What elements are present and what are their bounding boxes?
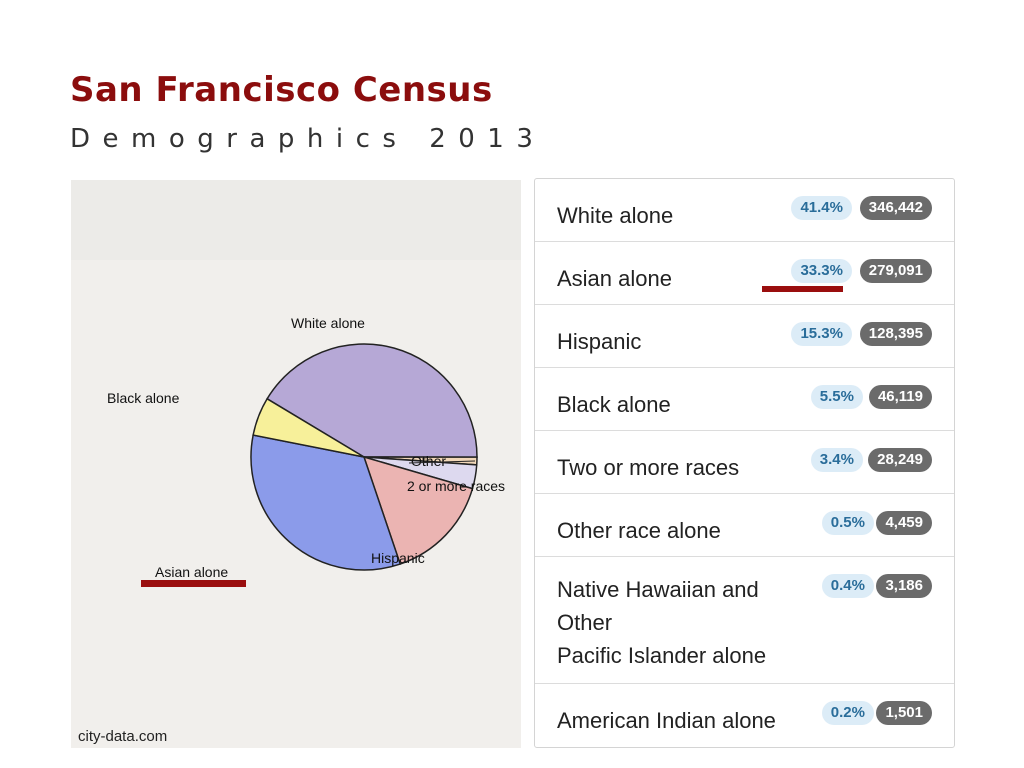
- percent-badge: 5.5%: [810, 385, 863, 409]
- count-badge: 4,459: [876, 511, 932, 535]
- pie-slice-hispanic: [362, 455, 474, 565]
- count-badge: 28,249: [868, 448, 932, 472]
- row-label: American Indian alone: [557, 708, 776, 733]
- page-title: San Francisco Census: [70, 70, 493, 110]
- table-row: Native Hawaiian and Other Pacific Island…: [535, 557, 954, 684]
- asian-alone-highlight-underline: [141, 580, 246, 587]
- percent-badge: 0.4%: [821, 574, 874, 598]
- pie-leader-line-other: [408, 460, 476, 464]
- row-label: White alone: [557, 203, 674, 228]
- percent-badge: 0.2%: [821, 701, 874, 725]
- table-row: Hispanic 15.3% 128,395: [535, 305, 954, 368]
- row-label: Black alone: [557, 392, 671, 417]
- row-label: Asian alone: [557, 266, 672, 291]
- pie-slice-black-alone: [252, 397, 365, 458]
- count-badge: 3,186: [876, 574, 932, 598]
- table-row: Asian alone 33.3% 279,091: [535, 242, 954, 305]
- pie-label-white-alone: White alone: [291, 315, 365, 331]
- pie-chart-panel: White alone Other 2 or more races Hispanic A…: [71, 180, 521, 748]
- row-label: Two or more races: [557, 455, 740, 480]
- count-badge: 128,395: [859, 322, 932, 346]
- percent-badge: 33.3%: [791, 259, 852, 283]
- table-row: American Indian alone 0.2% 1,501: [535, 684, 954, 747]
- percent-badge: 3.4%: [810, 448, 863, 472]
- pie-slice-asian-alone: [250, 434, 402, 571]
- row-label: Hispanic: [557, 329, 642, 354]
- pie-chart: White alone Other 2 or more races Hispanic A…: [107, 315, 505, 587]
- pie-label-other: Other: [411, 453, 446, 469]
- count-badge: 1,501: [876, 701, 932, 725]
- source-credit: city-data.com: [78, 728, 168, 745]
- asian-pct-highlight-underline: [762, 286, 843, 292]
- percent-badge: 41.4%: [791, 196, 852, 220]
- pie-label-2-or-more-races: 2 or more races: [407, 478, 505, 494]
- table-row: Two or more races 3.4% 28,249: [535, 431, 954, 494]
- pie-label-black-alone: Black alone: [107, 390, 180, 406]
- percent-badge: 0.5%: [821, 511, 874, 535]
- table-row: White alone 41.4% 346,442: [535, 179, 954, 242]
- count-badge: 346,442: [859, 196, 932, 220]
- row-label: Native Hawaiian and Other Pacific Island…: [557, 577, 767, 668]
- pie-slice-white-alone: [266, 343, 478, 458]
- count-badge: 279,091: [859, 259, 932, 283]
- table-row: Other race alone 0.5% 4,459: [535, 494, 954, 557]
- chart-top-band: [71, 180, 521, 260]
- row-label: Other race alone: [557, 518, 721, 543]
- pie-label-asian-alone: Asian alone: [155, 564, 228, 580]
- count-badge: 46,119: [868, 385, 932, 409]
- percent-badge: 15.3%: [791, 322, 852, 346]
- page-subtitle: Demographics 2013: [70, 124, 546, 154]
- table-row: Black alone 5.5% 46,119: [535, 368, 954, 431]
- pie-label-hispanic: Hispanic: [371, 550, 425, 566]
- demographics-table: White alone 41.4% 346,442 Asian alone 33.3% 2…: [534, 178, 955, 748]
